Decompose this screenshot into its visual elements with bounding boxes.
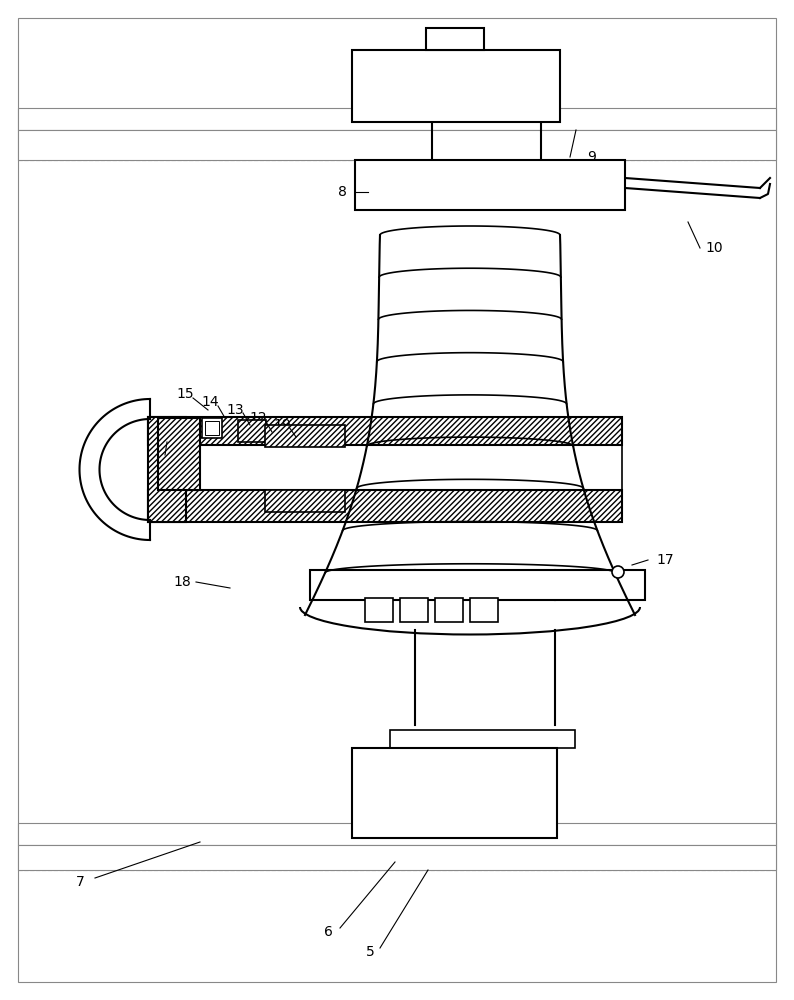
Bar	[352, 50, 560, 122]
Circle shape	[612, 566, 624, 578]
Polygon shape	[148, 490, 622, 522]
Text: 13: 13	[226, 403, 244, 417]
Text: 16: 16	[154, 428, 172, 442]
Text: 7: 7	[75, 875, 84, 889]
Bar	[18, 823, 776, 845]
Bar	[470, 598, 498, 622]
Bar	[426, 28, 484, 50]
Polygon shape	[305, 235, 635, 615]
Text: 12: 12	[249, 411, 267, 425]
Text: 14: 14	[201, 395, 219, 409]
Bar	[400, 598, 428, 622]
Text: 19: 19	[273, 418, 291, 432]
Polygon shape	[148, 417, 622, 445]
Bar	[265, 425, 345, 447]
Bar	[357, 55, 443, 117]
Text: 15: 15	[176, 387, 194, 401]
Text: 5: 5	[365, 945, 375, 959]
Text: 9: 9	[588, 150, 596, 164]
Text: 18: 18	[173, 575, 191, 589]
Bar	[202, 418, 222, 438]
Bar	[310, 570, 645, 600]
Polygon shape	[148, 417, 186, 522]
Bar	[265, 490, 345, 512]
Bar	[158, 418, 200, 490]
Text: 10: 10	[705, 241, 723, 255]
Bar	[435, 598, 463, 622]
Bar	[455, 55, 541, 117]
Bar	[390, 730, 575, 748]
Polygon shape	[268, 490, 340, 500]
Bar	[205, 421, 219, 435]
Bar	[365, 598, 393, 622]
Bar	[355, 160, 625, 210]
Bar	[18, 108, 776, 130]
Bar	[18, 845, 776, 870]
Text: 8: 8	[337, 185, 346, 199]
Bar	[357, 753, 439, 833]
Bar	[238, 420, 266, 442]
Text: 17: 17	[656, 553, 674, 567]
Bar	[452, 753, 534, 833]
Bar	[352, 748, 557, 838]
Bar	[148, 417, 622, 522]
Text: 6: 6	[324, 925, 333, 939]
Bar	[18, 130, 776, 160]
